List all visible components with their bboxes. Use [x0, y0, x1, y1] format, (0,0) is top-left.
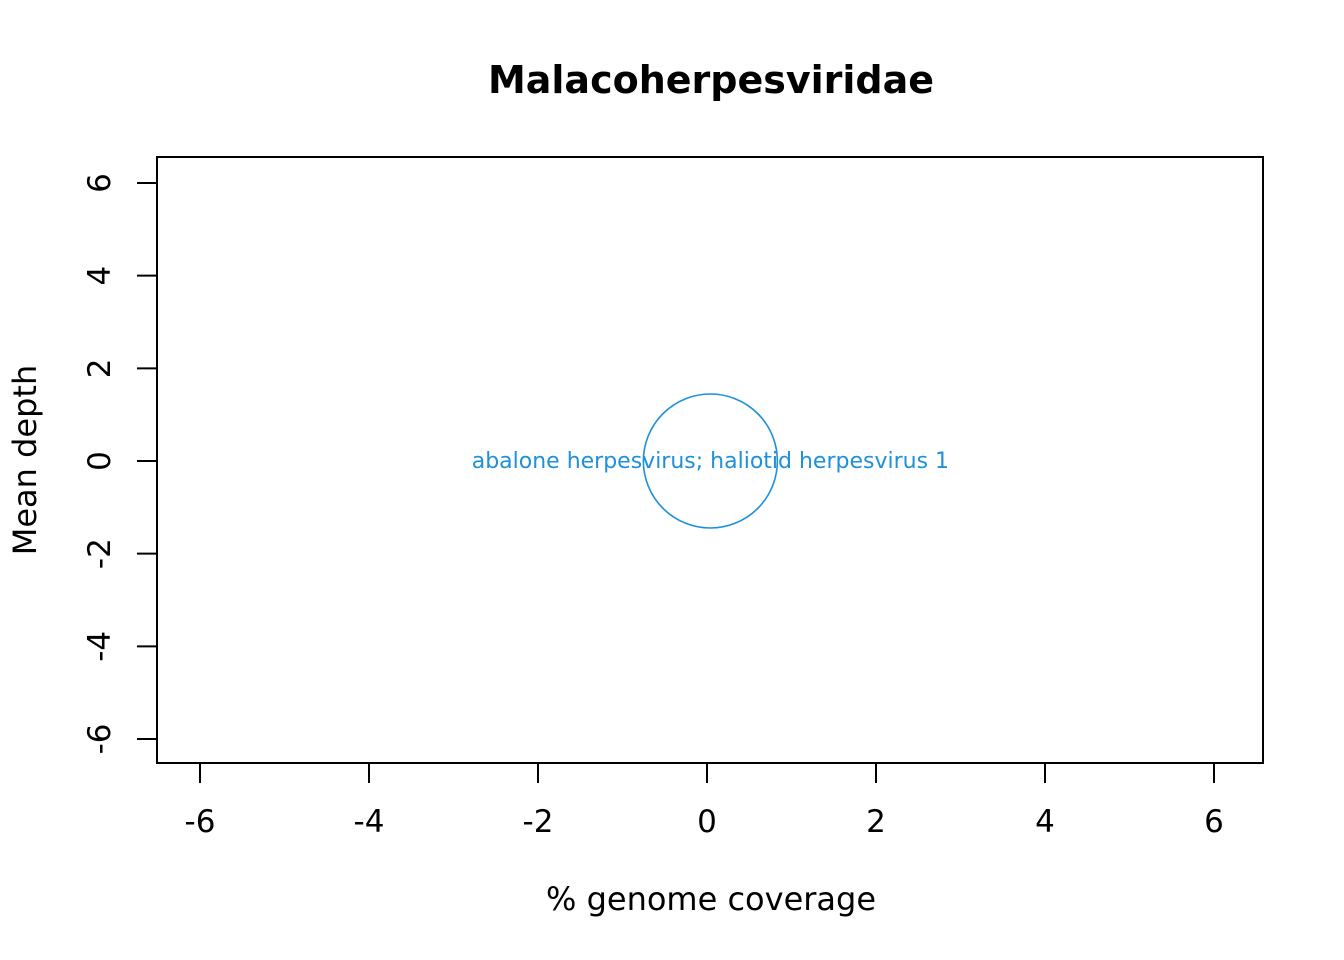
y-axis-title: Mean depth [6, 365, 44, 556]
x-tick-label: 0 [697, 804, 717, 840]
x-tick-label: -2 [523, 804, 554, 840]
y-tick-label: -6 [82, 724, 118, 755]
y-axis: -6 -4 -2 0 2 4 6 [82, 173, 158, 755]
data-point [642, 393, 779, 529]
data-point-label: abalone herpesvirus; haliotid herpesviru… [472, 449, 949, 474]
y-tick-label: -4 [82, 631, 118, 662]
x-axis: -6 -4 -2 0 2 4 6 [185, 762, 1224, 840]
x-tick-label: -4 [354, 804, 385, 840]
x-axis-title: % genome coverage [546, 880, 876, 918]
y-tick-label: 2 [82, 358, 118, 378]
points-layer: abalone herpesvirus; haliotid herpesviru… [472, 393, 949, 529]
y-tick-label: 0 [82, 451, 118, 471]
chart-title: Malacoherpesviridae [488, 58, 934, 102]
x-tick-label: -6 [185, 804, 216, 840]
y-tick-label: 4 [82, 266, 118, 286]
x-tick-label: 2 [866, 804, 886, 840]
y-tick-label: 6 [82, 173, 118, 193]
x-tick-label: 6 [1204, 804, 1224, 840]
y-tick-label: -2 [82, 538, 118, 569]
x-tick-label: 4 [1035, 804, 1055, 840]
